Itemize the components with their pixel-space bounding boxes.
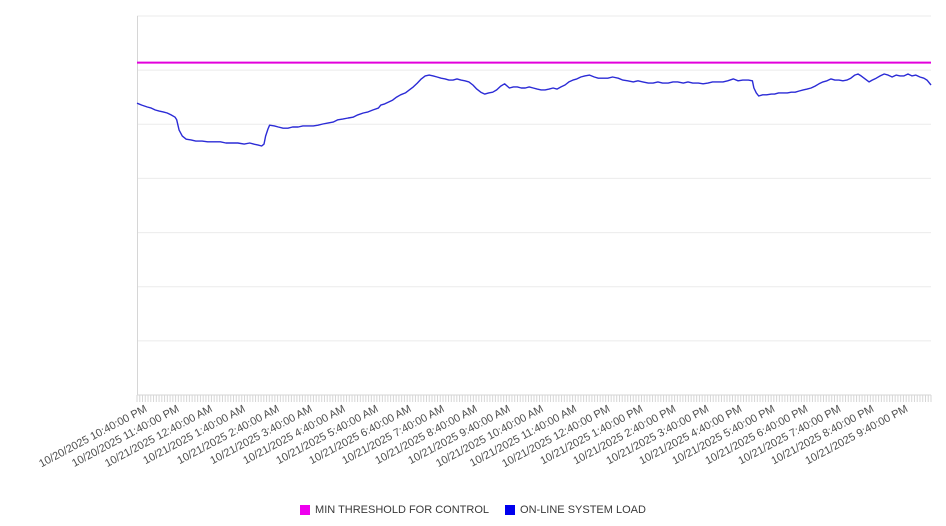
threshold-series-swatch-icon xyxy=(300,505,311,515)
legend-label-system-load: ON-LINE SYSTEM LOAD xyxy=(520,504,646,516)
chart-legend: MIN THRESHOLD FOR CONTROL ON-LINE SYSTEM… xyxy=(0,504,946,516)
legend-item-min-threshold[interactable]: MIN THRESHOLD FOR CONTROL xyxy=(300,504,489,516)
legend-item-system-load[interactable]: ON-LINE SYSTEM LOAD xyxy=(505,504,646,516)
legend-label-min-threshold: MIN THRESHOLD FOR CONTROL xyxy=(315,504,490,516)
load-series-line xyxy=(136,73,932,147)
load-series-swatch-icon xyxy=(505,505,516,515)
